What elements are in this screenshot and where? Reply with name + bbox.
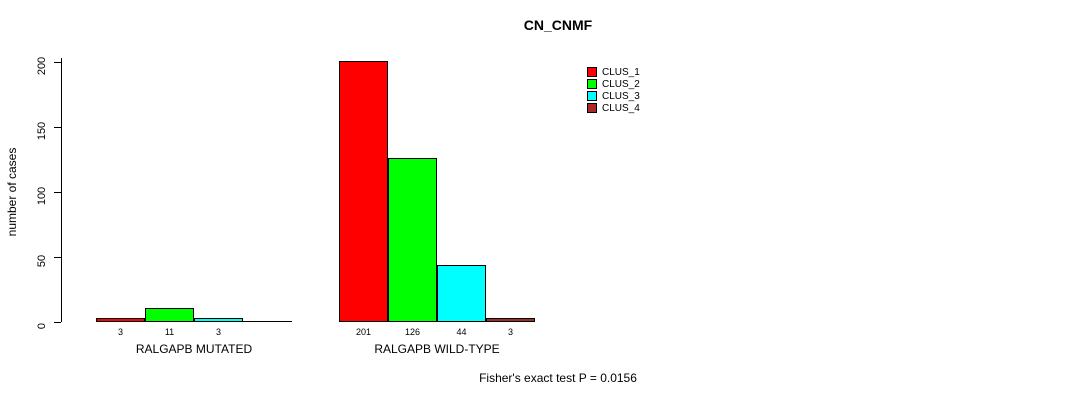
bar bbox=[486, 318, 535, 322]
legend-label: CLUS_3 bbox=[602, 90, 640, 102]
bar bbox=[437, 265, 486, 322]
bar-value-label: 3 bbox=[117, 327, 124, 337]
bar bbox=[194, 318, 243, 322]
legend-swatch bbox=[587, 91, 597, 101]
bar-value-label: 201 bbox=[355, 327, 372, 337]
bar-value-label: 3 bbox=[507, 327, 514, 337]
bar-value-label: 3 bbox=[215, 327, 222, 337]
y-tick-label-text: 50 bbox=[36, 254, 48, 268]
y-tick-label-text: 150 bbox=[36, 121, 48, 141]
group-label: RALGAPB WILD-TYPE bbox=[374, 342, 500, 356]
bar bbox=[388, 158, 437, 322]
legend-label: CLUS_1 bbox=[602, 66, 640, 78]
y-tick-mark bbox=[54, 192, 61, 193]
fisher-test-annotation: Fisher's exact test P = 0.0156 bbox=[479, 371, 637, 385]
bar bbox=[96, 318, 145, 322]
legend-item: CLUS_4 bbox=[587, 102, 640, 114]
bar bbox=[339, 61, 388, 322]
y-tick-label-text: 200 bbox=[36, 56, 48, 76]
bar-value-label: 126 bbox=[404, 327, 421, 337]
chart-title: CN_CNMF bbox=[523, 17, 593, 33]
y-axis-line bbox=[61, 58, 62, 322]
legend-item: CLUS_1 bbox=[587, 66, 640, 78]
y-tick-mark bbox=[54, 257, 61, 258]
y-tick-mark bbox=[54, 62, 61, 63]
legend-swatch bbox=[587, 79, 597, 89]
bar bbox=[145, 308, 194, 322]
legend-label: CLUS_2 bbox=[602, 78, 640, 90]
legend-swatch bbox=[587, 67, 597, 77]
y-axis-label-text: number of cases bbox=[5, 147, 19, 237]
bar-value-label: 44 bbox=[456, 327, 467, 337]
legend-item: CLUS_3 bbox=[587, 90, 640, 102]
group-label: RALGAPB MUTATED bbox=[135, 342, 253, 356]
y-tick-label-text: 0 bbox=[36, 322, 48, 330]
y-tick-mark bbox=[54, 127, 61, 128]
legend-item: CLUS_2 bbox=[587, 78, 640, 90]
bar-value-label: 11 bbox=[164, 327, 175, 337]
legend: CLUS_1 CLUS_2 CLUS_3 CLUS_4 bbox=[587, 66, 640, 114]
legend-label: CLUS_4 bbox=[602, 102, 640, 114]
y-tick-mark bbox=[54, 322, 61, 323]
legend-swatch bbox=[587, 103, 597, 113]
y-tick-label-text: 100 bbox=[36, 186, 48, 206]
